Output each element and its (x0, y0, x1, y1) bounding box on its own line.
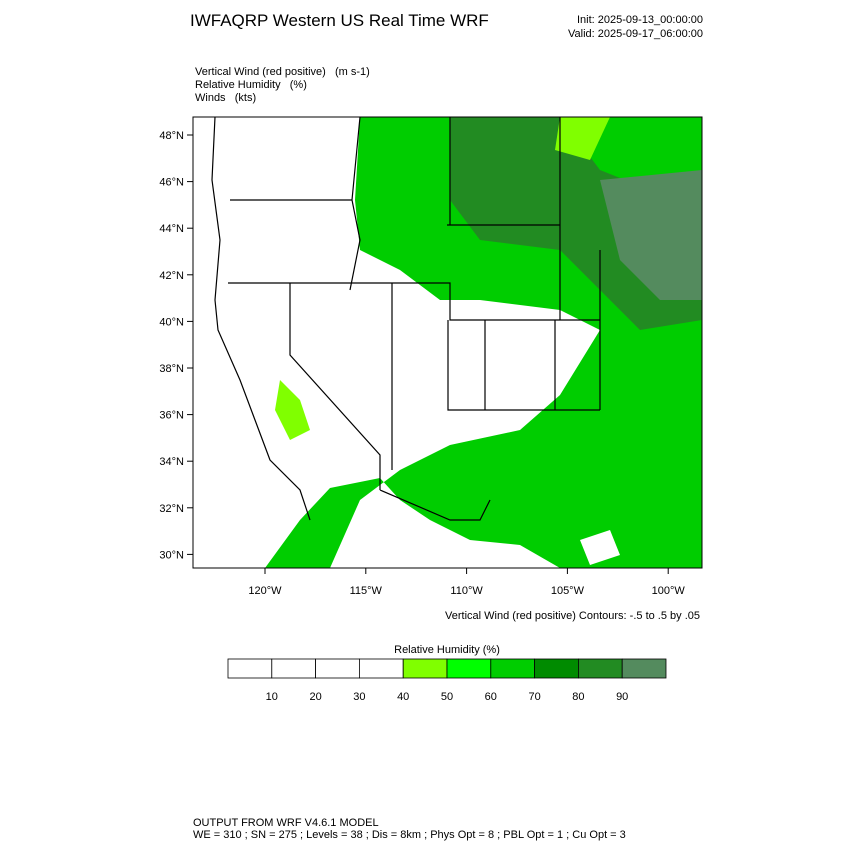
lat-label: 38°N (159, 363, 184, 375)
field-label: Relative Humidity (%) (195, 79, 307, 91)
colorbar-label: 90 (616, 691, 628, 703)
field-label: Vertical Wind (red positive) (m s-1) (195, 66, 370, 78)
lon-label: 105°W (551, 585, 585, 597)
colorbar-label: 70 (528, 691, 540, 703)
footer-line: OUTPUT FROM WRF V4.6.1 MODEL (193, 817, 379, 829)
colorbar-box (358, 658, 404, 679)
title: IWFAQRP Western US Real Time WRF (190, 11, 489, 30)
colorbar-label: 80 (572, 691, 584, 703)
valid-time: Valid: 2025-09-17_06:00:00 (568, 28, 703, 40)
lat-label: 30°N (159, 549, 184, 561)
lat-label: 36°N (159, 410, 184, 422)
init-time: Init: 2025-09-13_00:00:00 (577, 14, 703, 26)
lat-label: 44°N (159, 223, 184, 235)
field-label: Winds (kts) (195, 92, 256, 104)
colorbar-label: 10 (266, 691, 278, 703)
lat-label: 34°N (159, 456, 184, 468)
colorbar-box (534, 658, 579, 679)
lat-label: 48°N (159, 130, 184, 142)
lat-label: 32°N (159, 503, 184, 515)
lon-label: 100°W (652, 585, 686, 597)
lon-label: 120°W (248, 585, 282, 597)
colorbar-box (402, 658, 448, 679)
lat-label: 46°N (159, 177, 184, 189)
contour-note: Vertical Wind (red positive) Contours: -… (445, 610, 700, 622)
lat-label: 42°N (159, 270, 184, 282)
colorbar-box (490, 658, 535, 679)
colorbar-title: Relative Humidity (%) (394, 644, 500, 656)
lon-label: 115°W (350, 585, 383, 597)
colorbar-box (578, 658, 623, 679)
colorbar-label: 40 (397, 691, 409, 703)
colorbar-box (446, 658, 492, 679)
lon-label: 110°W (450, 585, 483, 597)
colorbar-box (271, 658, 316, 679)
colorbar-label: 50 (441, 691, 453, 703)
colorbar-box (315, 658, 360, 679)
map (192, 116, 703, 569)
colorbar-box (621, 658, 667, 679)
colorbar-box (227, 658, 273, 679)
colorbar-label: 30 (353, 691, 365, 703)
colorbar-label: 60 (485, 691, 497, 703)
lat-label: 40°N (159, 316, 184, 328)
colorbar-label: 20 (309, 691, 321, 703)
footer-line: WE = 310 ; SN = 275 ; Levels = 38 ; Dis … (193, 829, 626, 841)
